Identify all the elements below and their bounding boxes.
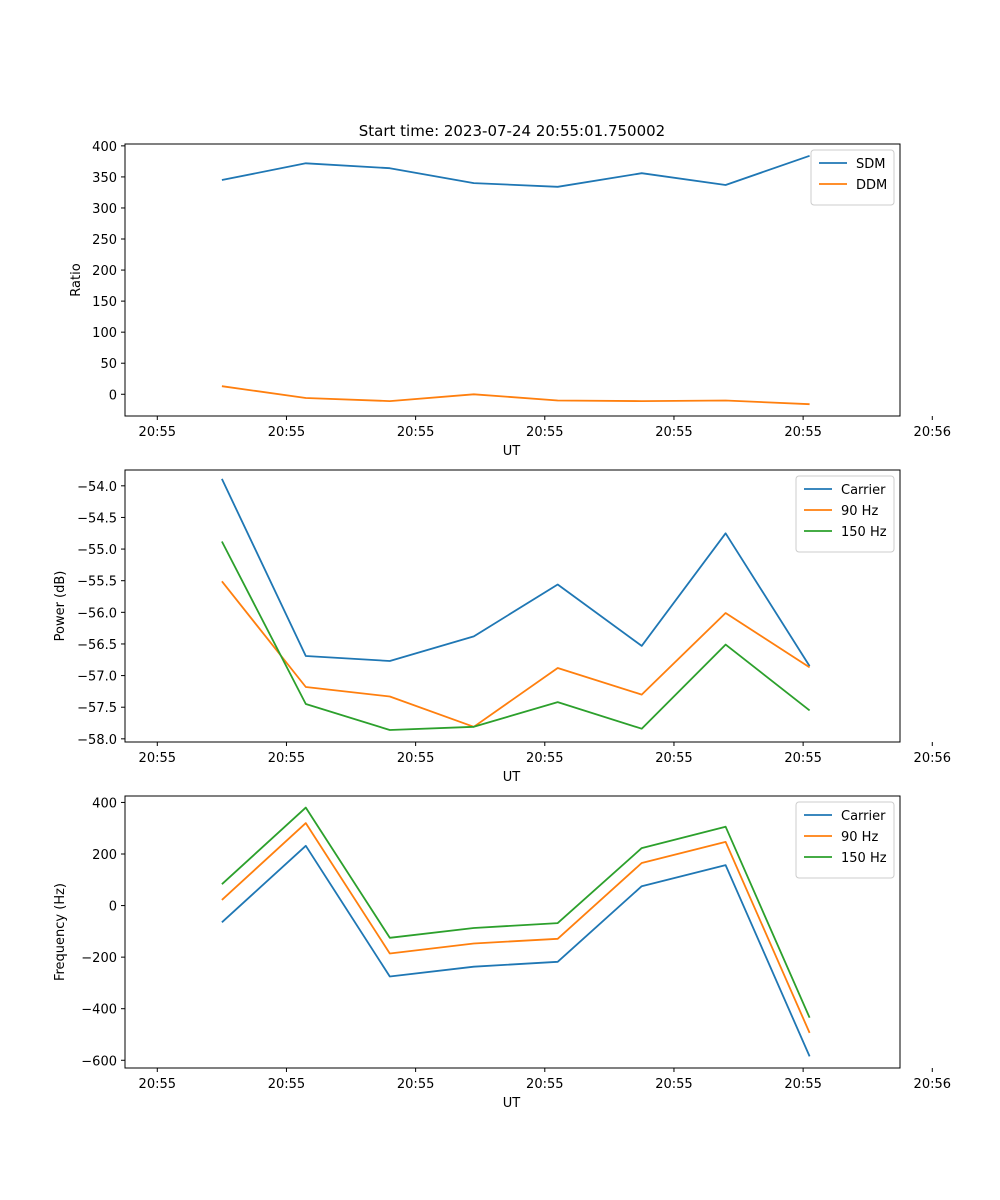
axes-frame [124, 469, 901, 743]
y-tick-label: 200 [92, 848, 117, 863]
power-plot: 20:55 20:55 20:55 20:55 20:55 20:55 20:56 −58.0… [53, 469, 951, 785]
legend-label-150-hz: 150 Hz [841, 851, 887, 866]
y-tick-label: 350 [92, 171, 117, 186]
y-tick-label: 150 [92, 295, 117, 310]
x-tick-label: 20:55 [268, 425, 305, 440]
x-tick-label: 20:55 [526, 751, 563, 766]
y-tick-label: −57.0 [77, 670, 117, 685]
x-tick-label: 20:55 [655, 1077, 692, 1092]
y-tick-label: −400 [81, 1003, 117, 1018]
x-tick-label: 20:55 [139, 1077, 176, 1092]
y-tick-label: 50 [100, 357, 117, 372]
series-group [221, 478, 811, 731]
y-tick-label: −58.0 [77, 733, 117, 748]
y-tick-label: 400 [92, 140, 117, 155]
axes-frame [124, 143, 901, 417]
y-tick-label: −54.5 [77, 511, 117, 526]
y-tick-label: −600 [81, 1054, 117, 1069]
legend-box [795, 801, 895, 879]
x-tick-label: 20:55 [784, 1077, 821, 1092]
x-axis-label: UT [503, 444, 521, 459]
y-tick-label: 250 [92, 233, 117, 248]
y-axis-label: Power (dB) [53, 571, 68, 642]
y-tick-label: −57.5 [77, 701, 117, 716]
x-tick-label: 20:55 [397, 751, 434, 766]
series-line-carrier [221, 478, 811, 667]
x-tick-label: 20:55 [268, 751, 305, 766]
x-tick-label: 20:56 [914, 751, 951, 766]
x-axis-label: UT [503, 770, 521, 785]
y-axis-label: Frequency (Hz) [53, 883, 68, 981]
y-tick-label: −55.5 [77, 575, 117, 590]
legend-label-90-hz: 90 Hz [841, 504, 878, 519]
series-line-150-hz [221, 806, 811, 1019]
y-tick-label: 100 [92, 326, 117, 341]
x-tick-label: 20:55 [526, 1077, 563, 1092]
series-line-90-hz [221, 822, 811, 1034]
x-tick-label: 20:55 [397, 1077, 434, 1092]
x-tick-label: 20:55 [139, 425, 176, 440]
y-tick-label: −56.0 [77, 606, 117, 621]
x-tick-label: 20:55 [655, 751, 692, 766]
x-tick-label: 20:56 [914, 1077, 951, 1092]
series-line-ddm [221, 385, 810, 406]
x-tick-label: 20:55 [784, 751, 821, 766]
series-group [221, 154, 810, 406]
x-tick-label: 20:55 [655, 425, 692, 440]
x-tick-label: 20:55 [397, 425, 434, 440]
y-tick-label: 0 [109, 900, 117, 915]
series-line-sdm [221, 154, 810, 188]
y-tick-label: 400 [92, 796, 117, 811]
legend-label-ddm: DDM [856, 178, 887, 193]
legend-label-sdm: SDM [856, 157, 885, 172]
axes-frame [124, 795, 901, 1069]
ratio-plot: 20:55 20:55 20:55 20:55 20:55 20:55 20:56 0 50 10… [69, 140, 951, 459]
series-group [221, 806, 811, 1057]
x-tick-label: 20:55 [139, 751, 176, 766]
y-axis-label: Ratio [69, 263, 84, 296]
legend-label-150-hz: 150 Hz [841, 525, 887, 540]
y-tick-label: −200 [81, 951, 117, 966]
legend-box [795, 475, 895, 553]
x-tick-label: 20:55 [784, 425, 821, 440]
x-axis-label: UT [503, 1096, 521, 1111]
legend-label-90-hz: 90 Hz [841, 830, 878, 845]
legend-label-carrier: Carrier [841, 483, 886, 498]
frequency-plot: 20:55 20:55 20:55 20:55 20:55 20:55 20:56 −600 −… [53, 795, 951, 1111]
x-tick-label: 20:55 [268, 1077, 305, 1092]
y-tick-label: 200 [92, 264, 117, 279]
series-line-90-hz [221, 580, 811, 728]
y-tick-label: 300 [92, 202, 117, 217]
y-tick-label: −56.5 [77, 638, 117, 653]
x-tick-label: 20:55 [526, 425, 563, 440]
y-tick-label: −55.0 [77, 543, 117, 558]
y-tick-label: −54.0 [77, 480, 117, 495]
legend-label-carrier: Carrier [841, 809, 886, 824]
y-tick-label: 0 [109, 388, 117, 403]
x-tick-label: 20:56 [914, 425, 951, 440]
figure-title: Start time: 2023-07-24 20:55:01.750002 [359, 122, 665, 140]
series-line-carrier [221, 844, 811, 1057]
series-line-150-hz [221, 541, 811, 731]
